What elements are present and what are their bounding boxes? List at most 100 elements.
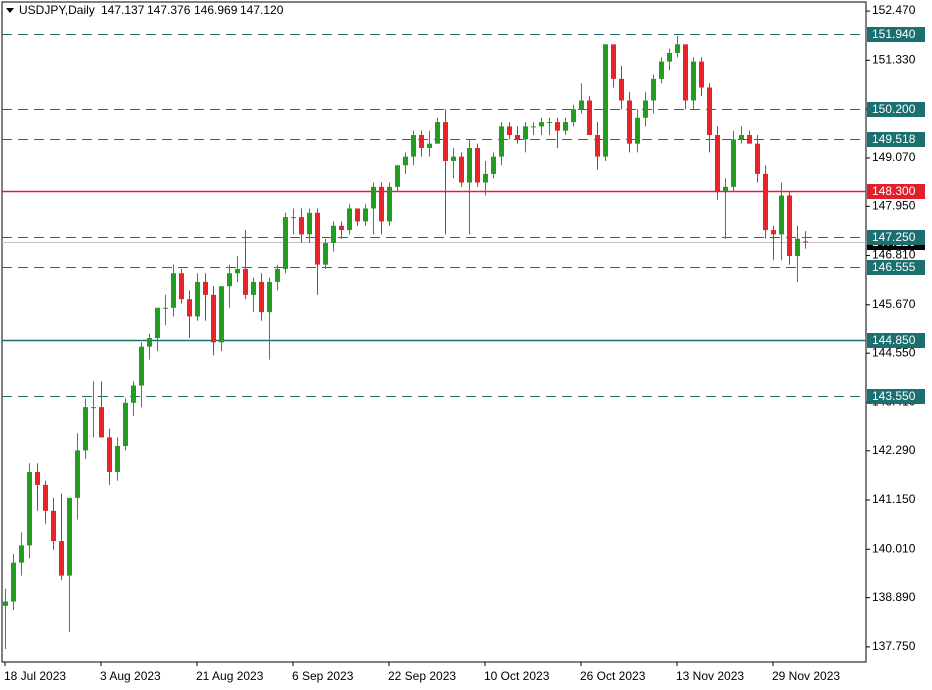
candle-body [707, 87, 712, 136]
y-tick-label: 140.010 [872, 541, 916, 555]
level-label: 147.250 [872, 230, 916, 244]
candle-body [99, 407, 104, 438]
candle-body [715, 135, 720, 192]
candle-body [187, 299, 192, 317]
candle-body [67, 497, 72, 576]
candle-body [699, 61, 704, 88]
plot-frame [1, 1, 867, 663]
candle-body [459, 156, 464, 183]
candle-body [235, 268, 240, 274]
candle-body [547, 122, 552, 124]
candle-body [691, 61, 696, 101]
candle-body [435, 122, 440, 144]
candle-body [91, 407, 96, 409]
x-tick-label: 18 Jul 2023 [4, 669, 66, 683]
candle-body [555, 122, 560, 131]
candle-body [347, 208, 352, 231]
level-label-box [867, 132, 925, 147]
y-tick-label: 142.290 [872, 443, 916, 457]
candle-body [763, 173, 768, 231]
candle-body [515, 135, 520, 140]
x-tick-label: 13 Nov 2023 [676, 669, 744, 683]
candle-body [467, 147, 472, 183]
y-tick-label: 137.750 [872, 639, 916, 653]
level-label-box [867, 389, 925, 404]
candle-body [275, 268, 280, 282]
candle-body [219, 286, 224, 343]
header-open: 147.137 [101, 3, 145, 17]
level-label: 150.200 [872, 102, 916, 116]
candle-body [59, 541, 64, 576]
candle-body [659, 61, 664, 79]
y-tick-label: 152.470 [872, 3, 916, 17]
x-tick-label: 6 Sep 2023 [292, 669, 354, 683]
candle-body [723, 186, 728, 192]
header-close: 147.120 [240, 3, 284, 17]
level-label-box [867, 27, 925, 42]
candle-body [115, 446, 120, 472]
header-low: 146.969 [194, 3, 238, 17]
level-label-box [867, 260, 925, 275]
candle-body [387, 186, 392, 222]
candle-body [523, 126, 528, 140]
header-high: 147.376 [147, 3, 191, 17]
candle-body [475, 147, 480, 183]
candle-body [539, 122, 544, 127]
candle-body [211, 294, 216, 343]
candle-body [43, 484, 48, 511]
candle-body [155, 307, 160, 339]
candle-body [179, 273, 184, 300]
candle-body [51, 510, 56, 542]
level-label-box [867, 184, 925, 199]
candle-body [787, 195, 792, 256]
candle-body [363, 208, 368, 222]
candle-body [731, 139, 736, 187]
candle-body [27, 471, 32, 546]
candle-body [739, 135, 744, 140]
level-label: 149.518 [872, 132, 916, 146]
candle-body [531, 126, 536, 128]
y-tick-label: 147.950 [872, 198, 916, 212]
candle-body [171, 273, 176, 308]
candle-body [451, 156, 456, 161]
candle-body [379, 186, 384, 222]
candle-body [139, 346, 144, 386]
x-tick-label: 22 Sep 2023 [388, 669, 456, 683]
candle-body [243, 268, 248, 295]
candle-body [803, 241, 808, 243]
candle-body [667, 52, 672, 62]
candle-body [619, 78, 624, 101]
candle-body [339, 225, 344, 231]
candle-body [795, 238, 800, 256]
candle-body [355, 208, 360, 222]
candle-body [131, 385, 136, 403]
candle-body [571, 109, 576, 123]
y-tick-label: 138.890 [872, 590, 916, 604]
candle-body [403, 156, 408, 166]
candle-body [651, 78, 656, 101]
candle-body [395, 165, 400, 187]
candle-body [683, 44, 688, 101]
candle-body [307, 212, 312, 235]
candle-body [315, 212, 320, 265]
candle-body [419, 135, 424, 148]
symbol-menu-arrow[interactable] [6, 8, 14, 13]
candle-body [675, 44, 680, 53]
x-tick-label: 3 Aug 2023 [100, 669, 161, 683]
candle-body [227, 273, 232, 287]
candle-body [195, 281, 200, 317]
candle-body [83, 407, 88, 451]
candle-body [19, 545, 24, 563]
level-label-box [867, 230, 925, 245]
chart-title: USDJPY,Daily [19, 3, 95, 17]
candle-body [163, 307, 168, 309]
candle-body [3, 601, 8, 606]
x-tick-label: 29 Nov 2023 [772, 669, 840, 683]
x-tick-label: 21 Aug 2023 [196, 669, 264, 683]
candle-body [603, 44, 608, 157]
candle-body [507, 126, 512, 136]
candle-body [283, 217, 288, 269]
candle-body [443, 122, 448, 161]
